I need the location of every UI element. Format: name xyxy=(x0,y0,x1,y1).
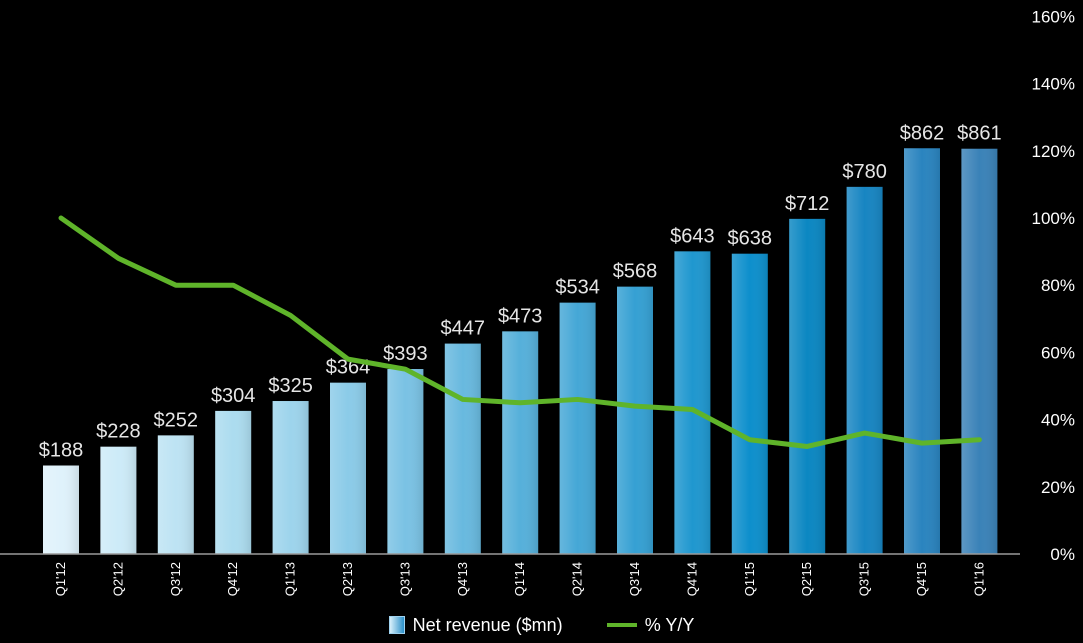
bar-value-label: $780 xyxy=(842,161,887,183)
bar-sheen xyxy=(330,382,366,554)
bar-value-label: $325 xyxy=(268,375,313,397)
bar-value-label: $534 xyxy=(555,277,600,299)
bar-value-label: $188 xyxy=(39,440,84,462)
bar-value-label: $862 xyxy=(900,122,945,144)
bar-sheen xyxy=(846,186,883,554)
x-tick-label: Q3'12 xyxy=(168,562,183,596)
bar-sheen xyxy=(961,148,998,554)
bar-sheen xyxy=(789,218,826,554)
bar-value-label: $568 xyxy=(613,261,658,283)
bar-sheen xyxy=(731,253,768,554)
bar-value-label: $712 xyxy=(785,193,830,215)
bar-sheen xyxy=(157,435,194,554)
y2-tick-label: 40% xyxy=(1041,411,1075,430)
bar-sheen xyxy=(43,465,79,554)
legend-label-revenue: Net revenue ($mn) xyxy=(412,614,563,635)
bar-value-label: $228 xyxy=(96,421,141,443)
bar-sheen xyxy=(272,401,309,554)
right-axis-tick-labels: 0% 20% 40% 60% 80% 100% 120% 140% 160% xyxy=(1032,7,1075,564)
bar-sheen xyxy=(444,343,481,554)
y2-tick-label: 120% xyxy=(1032,142,1075,161)
x-axis-tick-labels: Q1'12 Q2'12 Q3'12 Q4'12 Q1'13 Q2'13 Q3'13 Q4'13… xyxy=(53,562,986,596)
legend-label-yoy: % Y/Y xyxy=(644,614,695,635)
yoy-line-series xyxy=(58,215,982,449)
bar-series xyxy=(43,148,998,555)
x-tick-label: Q1'13 xyxy=(283,562,298,596)
legend: Net revenue ($mn) % Y/Y xyxy=(0,612,1083,638)
y2-tick-label: 80% xyxy=(1041,276,1075,295)
x-tick-label: Q4'13 xyxy=(455,562,470,596)
bar-sheen xyxy=(100,446,137,554)
x-tick-label: Q2'14 xyxy=(570,562,585,596)
bar-sheen xyxy=(904,148,940,555)
bar-value-label: $473 xyxy=(498,305,543,327)
x-tick-label: Q3'15 xyxy=(857,562,872,596)
bar-sheen xyxy=(387,369,424,554)
legend-swatch-line xyxy=(606,623,637,627)
bar-value-label: $252 xyxy=(154,409,199,431)
y2-tick-label: 140% xyxy=(1032,75,1075,94)
legend-item-revenue: Net revenue ($mn) xyxy=(388,614,563,636)
x-tick-label: Q2'13 xyxy=(340,562,355,596)
bar-sheen xyxy=(502,331,539,554)
bar-value-label: $393 xyxy=(383,343,428,365)
x-tick-label: Q1'14 xyxy=(512,562,527,596)
bar-value-label: $638 xyxy=(728,228,773,250)
bar-sheen xyxy=(215,410,252,554)
bar-sheen xyxy=(674,251,711,554)
bar-value-label: $447 xyxy=(441,318,486,340)
x-tick-label: Q1'15 xyxy=(742,562,757,596)
bar-value-label: $643 xyxy=(670,225,715,247)
x-tick-label: Q3'14 xyxy=(627,562,642,596)
x-tick-label: Q2'12 xyxy=(110,562,125,596)
bar-sheen xyxy=(617,286,653,554)
x-tick-label: Q4'15 xyxy=(914,562,929,596)
legend-item-yoy: % Y/Y xyxy=(606,614,695,636)
y2-tick-label: 20% xyxy=(1041,478,1075,497)
y2-tick-label: 60% xyxy=(1041,343,1075,362)
x-tick-label: Q1'12 xyxy=(53,562,68,596)
x-tick-label: Q4'12 xyxy=(225,562,240,596)
x-tick-label: Q1'16 xyxy=(971,562,986,596)
y2-tick-label: 0% xyxy=(1050,545,1075,564)
y2-tick-label: 160% xyxy=(1032,7,1075,26)
x-tick-label: Q3'13 xyxy=(397,562,412,596)
y2-tick-label: 100% xyxy=(1032,209,1075,228)
x-tick-label: Q2'15 xyxy=(799,562,814,596)
bar-value-label: $304 xyxy=(211,385,256,407)
x-tick-label: Q4'14 xyxy=(684,562,699,596)
legend-swatch-bar xyxy=(388,616,405,634)
bar-sheen xyxy=(559,302,596,554)
bar-value-label: $861 xyxy=(957,123,1002,145)
